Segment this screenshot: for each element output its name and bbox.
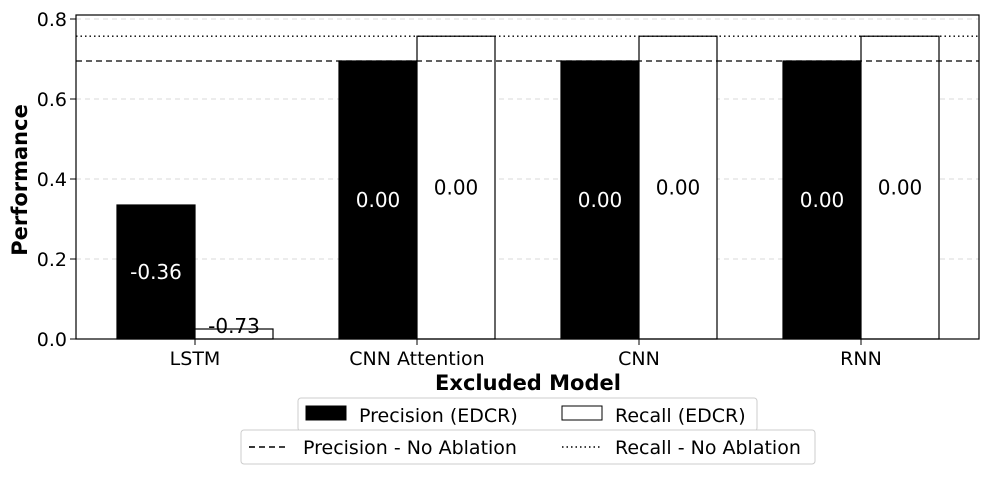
legend-box-bottom xyxy=(240,429,816,465)
bar-precision xyxy=(560,60,640,340)
y-axis-label: Performance xyxy=(8,104,32,256)
bar-value-label: 0.00 xyxy=(356,188,401,212)
reference-lines xyxy=(76,35,979,62)
bar-recall xyxy=(416,35,496,340)
legend-label-recall: Recall (EDCR) xyxy=(615,405,746,427)
bar-value-label: 0.00 xyxy=(656,176,701,200)
y-axis: 0.0 0.2 0.4 0.6 0.8 xyxy=(37,9,76,351)
legend-label-recall-no-ablation: Recall - No Ablation xyxy=(615,437,801,459)
x-tick-label: RNN xyxy=(840,348,882,370)
legend-label-precision-no-ablation: Precision - No Ablation xyxy=(303,437,517,459)
bar-value-label: 0.00 xyxy=(578,188,623,212)
x-axis: LSTM CNN Attention CNN RNN xyxy=(170,339,882,370)
bar-value-label: -0.36 xyxy=(130,260,182,284)
legend: Precision (EDCR) Recall (EDCR) Precision… xyxy=(240,397,816,465)
y-tick-label: 0.2 xyxy=(37,249,67,271)
y-tick-label: 0.6 xyxy=(37,89,67,111)
bar-labels: -0.36 -0.73 0.00 0.00 0.00 0.00 0.00 0.00 xyxy=(130,176,922,338)
y-tick-label: 0.8 xyxy=(37,9,67,31)
legend-swatch-precision xyxy=(305,405,347,421)
plot-frame xyxy=(75,14,980,340)
bar-value-label: 0.00 xyxy=(800,188,845,212)
y-tick-label: 0.4 xyxy=(37,169,67,191)
x-tick-label: CNN xyxy=(618,348,660,370)
x-tick-label: LSTM xyxy=(170,348,221,370)
bar-value-label: 0.00 xyxy=(434,176,479,200)
bar-value-label: -0.73 xyxy=(208,314,260,338)
bars xyxy=(116,35,940,340)
x-axis-label: Excluded Model xyxy=(435,371,621,395)
legend-label-precision: Precision (EDCR) xyxy=(359,405,518,427)
x-tick-label: CNN Attention xyxy=(349,348,484,370)
y-tick-label: 0.0 xyxy=(37,329,67,351)
grid-lines xyxy=(76,18,979,260)
bar-value-label: 0.00 xyxy=(878,176,923,200)
legend-swatch-recall xyxy=(561,405,603,421)
bar-recall xyxy=(860,35,940,340)
